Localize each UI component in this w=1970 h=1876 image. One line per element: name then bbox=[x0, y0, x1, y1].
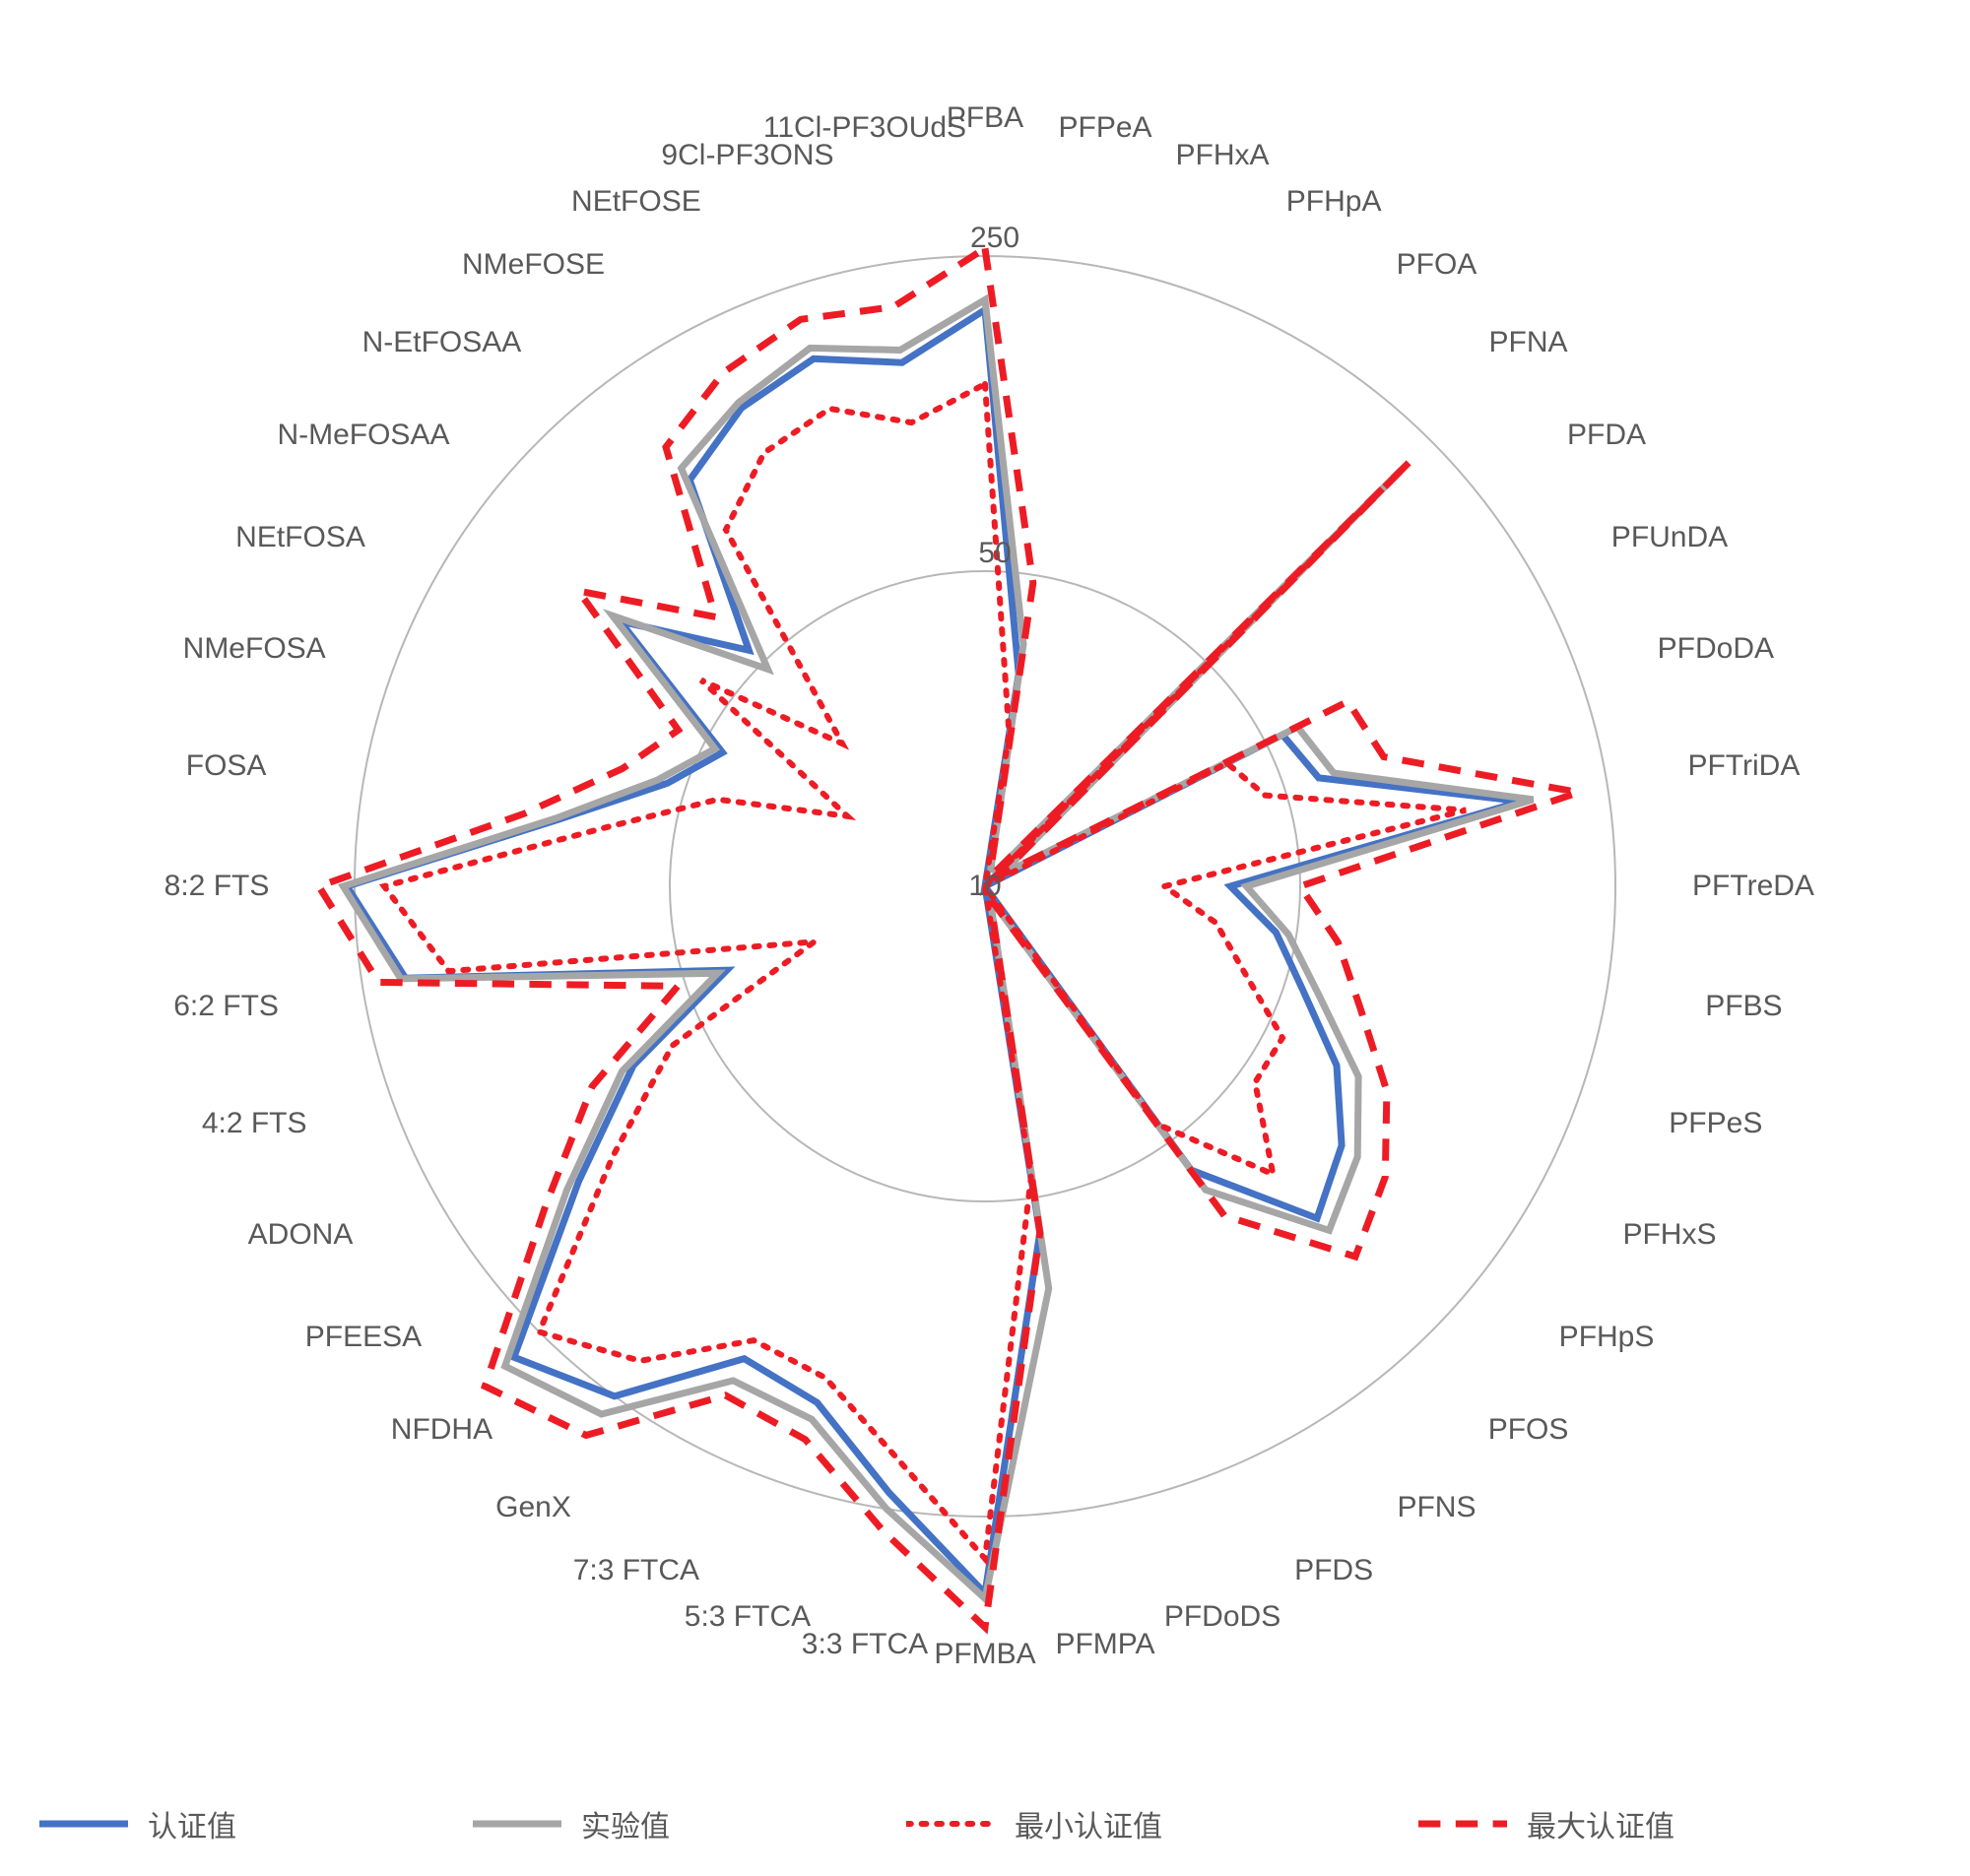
axis-label: NMeFOSA bbox=[183, 632, 326, 666]
legend-swatch bbox=[39, 1814, 128, 1834]
axis-label: N-MeFOSAA bbox=[277, 419, 449, 452]
axis-label: PFOA bbox=[1397, 248, 1478, 282]
legend-item-max_certified: 最大认证值 bbox=[1418, 1802, 1674, 1845]
axis-label: GenX bbox=[495, 1491, 571, 1524]
axis-label: PFHpA bbox=[1286, 185, 1382, 219]
axis-label: FOSA bbox=[186, 749, 267, 783]
axis-label: NEtFOSE bbox=[571, 185, 701, 219]
legend-item-experimental: 实验值 bbox=[473, 1802, 670, 1845]
legend-label: 实验值 bbox=[581, 1802, 670, 1845]
axis-label: PFPeA bbox=[1058, 111, 1151, 145]
series-certified bbox=[347, 310, 1521, 1593]
axis-label: N-EtFOSAA bbox=[362, 326, 522, 359]
axis-label: PFHxA bbox=[1176, 139, 1270, 172]
legend-swatch bbox=[473, 1814, 561, 1834]
axis-label: 7:3 FTCA bbox=[573, 1554, 699, 1587]
legend-item-min_certified: 最小认证值 bbox=[906, 1802, 1162, 1845]
axis-label: PFTriDA bbox=[1687, 749, 1800, 783]
series-max_certified bbox=[319, 248, 1579, 1627]
axis-label: NFDHA bbox=[391, 1413, 492, 1447]
axis-label: PFDoDA bbox=[1658, 632, 1774, 666]
legend-swatch bbox=[1418, 1814, 1507, 1834]
axis-label: PFMPA bbox=[1055, 1628, 1154, 1661]
axis-label: PFMBA bbox=[934, 1638, 1035, 1671]
axis-label: PFDoDS bbox=[1164, 1600, 1280, 1634]
axis-label: 11Cl-PF3OUdS bbox=[763, 111, 966, 145]
tick-label: 250 bbox=[970, 222, 1019, 255]
axis-label: PFUnDA bbox=[1611, 521, 1728, 554]
legend-label: 最大认证值 bbox=[1527, 1802, 1674, 1845]
tick-label: 10 bbox=[968, 870, 1001, 903]
axis-label: PFHpS bbox=[1559, 1321, 1655, 1354]
axis-label: ADONA bbox=[248, 1218, 354, 1252]
axis-label: 5:3 FTCA bbox=[685, 1600, 811, 1634]
axis-label: PFBS bbox=[1705, 990, 1782, 1023]
axis-label: 6:2 FTS bbox=[173, 990, 279, 1023]
tick-label: 50 bbox=[978, 537, 1011, 570]
axis-label: PFNS bbox=[1397, 1491, 1476, 1524]
axis-label: PFEESA bbox=[305, 1321, 422, 1354]
legend: 认证值 实验值 最小认证值 最大认证值 bbox=[39, 1802, 1970, 1861]
axis-label: PFOS bbox=[1488, 1413, 1569, 1447]
legend-swatch bbox=[906, 1814, 995, 1834]
axis-label: PFDS bbox=[1294, 1554, 1373, 1587]
axis-label: PFPeS bbox=[1669, 1107, 1762, 1140]
axis-label: 8:2 FTS bbox=[164, 870, 270, 903]
axis-label: NMeFOSE bbox=[462, 248, 605, 282]
axis-label: 4:2 FTS bbox=[202, 1107, 307, 1140]
axis-label: PFDA bbox=[1567, 419, 1646, 452]
radar-chart: PFBAPFPeAPFHxAPFHpAPFOAPFNAPFDAPFUnDAPFD… bbox=[0, 0, 1970, 1876]
radar-svg bbox=[0, 0, 1970, 1876]
axis-label: 3:3 FTCA bbox=[802, 1628, 928, 1661]
legend-label: 认证值 bbox=[148, 1802, 236, 1845]
axis-label: PFHxS bbox=[1622, 1218, 1716, 1252]
axis-label: PFNA bbox=[1489, 326, 1568, 359]
legend-label: 最小认证值 bbox=[1015, 1802, 1162, 1845]
axis-label: NEtFOSA bbox=[235, 521, 365, 554]
legend-item-certified: 认证值 bbox=[39, 1802, 236, 1845]
axis-label: PFTreDA bbox=[1692, 870, 1814, 903]
